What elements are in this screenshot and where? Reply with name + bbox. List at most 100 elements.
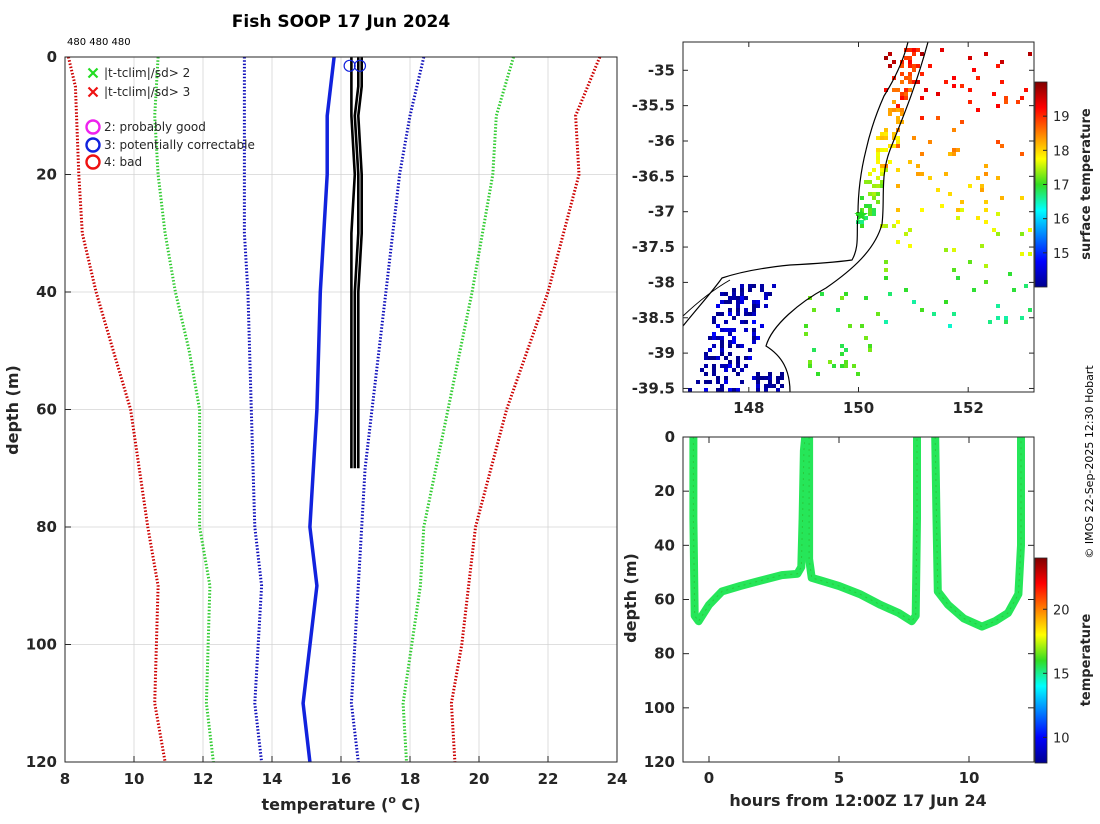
sst-pixel-cold	[728, 312, 732, 316]
station-star-marker: ★	[853, 205, 869, 226]
sst-pixel-offshore	[980, 184, 984, 188]
sst-pixel-warm	[876, 152, 880, 156]
sst-pixel-warm	[868, 208, 872, 212]
y-tick-label: 60	[36, 401, 57, 419]
sst-pixel-cold	[740, 288, 744, 292]
legend-label: |t-tclim|/sd> 2	[104, 66, 190, 80]
temperature-colorbar	[1034, 557, 1048, 764]
sst-pixel-offshore	[900, 92, 904, 96]
temperature-colorbar-tick-label: 10	[1053, 731, 1070, 746]
sst-pixel-warm	[900, 112, 904, 116]
sst-pixel-warm	[912, 48, 916, 52]
x-tick-label: 12	[193, 770, 214, 788]
sst-pixel-warm	[904, 76, 908, 80]
sst-pixel-offshore	[968, 260, 972, 264]
sst-pixel-offshore	[1028, 308, 1032, 312]
x-tick-label: 18	[400, 770, 421, 788]
sst-pixel-cold	[744, 328, 748, 332]
sst-pixel-warm	[860, 196, 864, 200]
sst-pixel-offshore	[924, 88, 928, 92]
map-y-tick-label: -39.5	[632, 379, 675, 397]
sst-pixel-cold	[752, 284, 756, 288]
sst-pixel-warm	[872, 184, 876, 188]
sst-pixel-cold	[768, 384, 772, 388]
sst-pixel-cold	[740, 284, 744, 288]
sst-pixel-offshore	[880, 164, 884, 168]
sst-pixel-shelf	[816, 372, 820, 376]
depth-track	[689, 437, 810, 626]
sst-pixel-offshore	[984, 264, 988, 268]
sst-pixel-shelf	[852, 364, 856, 368]
sst-pixel-warm	[872, 196, 876, 200]
sst-pixel-warm	[908, 76, 912, 80]
map-chart: ★ 148 150 152 -35 -35.5 -36 -36.5 -37 -37.5 -38 -3…	[632, 41, 1094, 417]
sst-pixel-cold	[716, 380, 720, 384]
sst-pixel-cold	[720, 312, 724, 316]
sst-pixel-cold	[772, 284, 776, 288]
sst-pixel-cold	[756, 384, 760, 388]
sst-pixel-cold	[704, 380, 708, 384]
sst-pixel-offshore	[1000, 60, 1004, 64]
sst-pixel-cold	[776, 392, 780, 396]
sst-pixel-shelf	[812, 348, 816, 352]
map-colorbar-tick-label: 18	[1053, 144, 1070, 159]
coast-west	[683, 279, 731, 317]
sst-pixel-cold	[748, 312, 752, 316]
sst-pixel-cold	[780, 372, 784, 376]
sst-pixel-cold	[728, 332, 732, 336]
sst-pixel-cold	[720, 392, 724, 396]
sst-pixel-offshore	[904, 96, 908, 100]
sst-pixel-offshore	[912, 136, 916, 140]
sst-pixel-warm	[872, 192, 876, 196]
flagged-point-marker	[343, 59, 356, 72]
temperature-colorbar-tick-label: 15	[1053, 667, 1070, 682]
sst-pixel-offshore	[996, 212, 1000, 216]
map-y-tick-label: -36.5	[632, 167, 675, 185]
time-depth-series	[689, 437, 1025, 631]
sst-pixel-cold	[688, 388, 692, 392]
sst-pixel-offshore	[952, 248, 956, 252]
sst-pixel-shelf	[844, 364, 848, 368]
sst-pixel-offshore	[908, 160, 912, 164]
series-clim-1sd	[349, 57, 426, 762]
sst-pixel-cold	[760, 376, 764, 380]
sst-pixel-offshore	[936, 188, 940, 192]
x-tick-label: 8	[60, 770, 70, 788]
sst-pixel-offshore	[1016, 100, 1020, 104]
sst-pixel-warm	[876, 184, 880, 188]
sst-pixel-warm	[892, 100, 896, 104]
sst-pixel-offshore	[920, 96, 924, 100]
sst-pixel-cold	[716, 324, 720, 328]
sst-pixel-warm	[876, 176, 880, 180]
sst-pixel-cold	[712, 368, 716, 372]
series-clim-mean	[301, 57, 336, 762]
sst-pixel-cold	[748, 284, 752, 288]
legend-label: 4: bad	[104, 155, 142, 169]
profile-chart: Fish SOOP 17 Jun 2024 480 480 480 8 10 12 1…	[3, 12, 627, 814]
sst-pixel-warm	[896, 108, 900, 112]
sst-pixel-cold	[756, 376, 760, 380]
sst-pixel-cold	[740, 380, 744, 384]
sst-pixel-offshore	[976, 76, 980, 80]
time-depth-frame	[682, 436, 1035, 763]
sst-pixel-cold	[712, 356, 716, 360]
sst-pixel-cold	[764, 384, 768, 388]
observed-profile-line	[356, 57, 364, 469]
sst-pixel-warm	[872, 212, 876, 216]
sst-pixel-cold	[728, 360, 732, 364]
depth-track	[931, 437, 1025, 631]
sst-pixel-shelf	[864, 336, 868, 340]
sst-pixel-warm	[892, 88, 896, 92]
sst-pixel-offshore	[980, 244, 984, 248]
sst-pixel-offshore	[936, 116, 940, 120]
y-tick-label: 100	[26, 636, 57, 654]
map-ticks: 148 150 152 -35 -35.5 -36 -36.5 -37 -37.5 -38 -38.…	[632, 42, 1034, 417]
profile-series-group	[66, 57, 602, 762]
observed-profile-line	[353, 57, 360, 469]
sst-pixel-cold	[752, 320, 756, 324]
sst-pixel-cold	[752, 336, 756, 340]
sst-pixel-cold	[740, 296, 744, 300]
xlabel-superscript: o	[388, 793, 396, 806]
observed-profile-line	[350, 57, 357, 469]
